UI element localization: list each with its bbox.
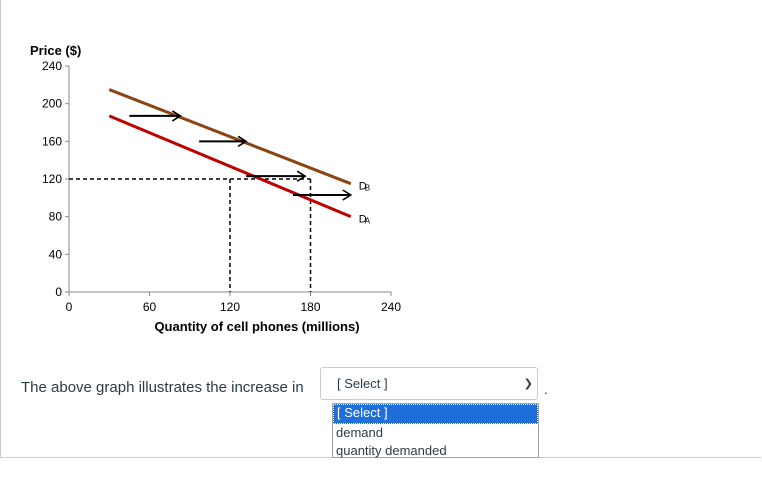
y-tick-label: 120 [42, 172, 62, 186]
option-select[interactable]: [ Select ] [333, 404, 538, 424]
demand-shift-chart: Price ($) Quantity of cell phones (milli… [30, 43, 401, 334]
x-tick-label: 60 [143, 300, 157, 314]
shift-arrow-head [342, 189, 353, 201]
axes: 240 200 160 120 80 40 00 60 120 180 240 [42, 59, 401, 314]
y-tick-label: 160 [42, 134, 62, 148]
shift-arrow-head [296, 170, 307, 182]
shift-arrow-head [237, 135, 248, 148]
select-options-list: [ Select ] demand quantity demanded [332, 403, 539, 458]
x-tick-label: 240 [381, 300, 401, 314]
option-demand[interactable]: demand [336, 425, 383, 440]
demand-curves [108, 88, 352, 219]
question-text: The above graph illustrates the increase… [21, 379, 304, 396]
x-axis-label: Quantity of cell phones (millions) [154, 319, 359, 334]
y-tick-label: 80 [49, 210, 63, 224]
curve-label-d_b: DB [359, 181, 370, 193]
y-tick-label: 0 [55, 285, 62, 299]
y-tick-label: 240 [42, 59, 62, 73]
y-tick-label: 200 [42, 97, 62, 111]
y-axis-label: Price ($) [30, 43, 81, 58]
select-current-value: [ Select ] [337, 376, 388, 391]
y-tick-label: 40 [49, 247, 63, 261]
sentence-period: . [544, 381, 548, 397]
shift-arrows [129, 110, 353, 201]
option-quantity-demanded[interactable]: quantity demanded [336, 443, 447, 458]
x-tick-label: 0 [66, 300, 73, 314]
demand-curve-d_b [108, 88, 352, 186]
answer-select[interactable]: [ Select ] ❯ [320, 367, 538, 400]
reference-lines [69, 178, 312, 292]
demand-curve-d_a [108, 114, 352, 219]
chevron-down-icon: ❯ [523, 378, 533, 390]
shift-arrow-head [171, 110, 182, 122]
x-tick-label: 120 [220, 300, 240, 314]
curve-label-d_a: DA [359, 214, 371, 226]
x-tick-label: 180 [300, 300, 320, 314]
curve-labels: DB DA [359, 181, 371, 226]
